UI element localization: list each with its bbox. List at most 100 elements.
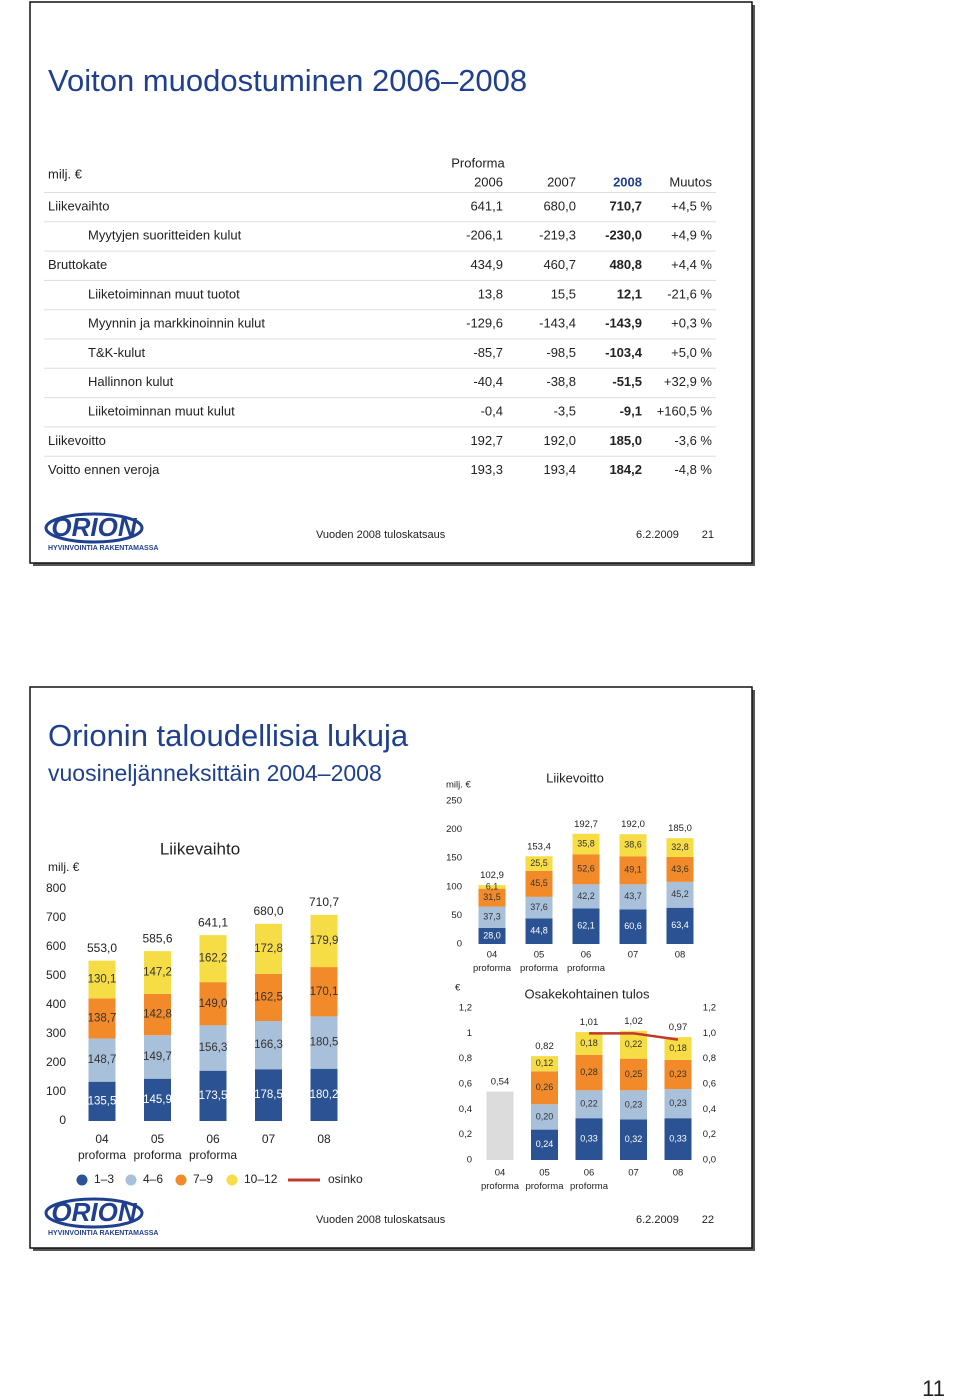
legend-label: osinko xyxy=(328,1172,363,1186)
cell: -129,6 xyxy=(466,316,503,331)
cell: 185,0 xyxy=(609,433,642,448)
value-label: 130,1 xyxy=(88,974,117,986)
bar-segment xyxy=(478,927,506,944)
row-label: Liiketoiminnan muut kulut xyxy=(88,404,235,419)
value-label: 6,1 xyxy=(486,881,499,891)
bar-segment xyxy=(88,998,116,1039)
bar-segment xyxy=(310,914,338,968)
x-tick-label: 08 xyxy=(675,950,686,961)
value-label: 0,20 xyxy=(536,1111,554,1121)
row-label: Liiketoiminnan muut tuotot xyxy=(88,286,240,301)
column-header: 2006 xyxy=(474,174,503,189)
slide-title: Orionin taloudellisia lukuja xyxy=(48,718,409,753)
value-label: 147,2 xyxy=(143,967,172,979)
value-label: 31,5 xyxy=(483,892,501,902)
y-tick-label: 0,6 xyxy=(459,1079,472,1090)
y-tick-label: 700 xyxy=(46,910,66,924)
bar-segment xyxy=(620,1090,647,1120)
total-label: 192,0 xyxy=(621,819,645,830)
value-label: 0,33 xyxy=(580,1133,598,1143)
page-number: 11 xyxy=(922,1376,945,1400)
column-header: 2008 xyxy=(613,174,642,189)
value-label: 62,1 xyxy=(577,921,595,931)
total-label: 0,82 xyxy=(535,1041,554,1052)
total-label: 641,1 xyxy=(198,915,228,929)
legend-swatch xyxy=(76,1174,88,1186)
cell: 192,7 xyxy=(470,433,503,448)
y-tick-label: 1,2 xyxy=(459,1003,472,1014)
axis-unit: milj. € xyxy=(446,780,472,791)
x-tick-label: 08 xyxy=(673,1168,684,1179)
bar-segment xyxy=(666,838,694,857)
y-tick-label: 0 xyxy=(59,1113,66,1127)
y-tick-label: 800 xyxy=(46,881,66,895)
x-tick-sublabel: proforma xyxy=(473,963,512,974)
cell: 680,0 xyxy=(543,198,576,213)
value-label: 42,2 xyxy=(577,891,595,901)
cell: 192,0 xyxy=(543,433,576,448)
bar-segment xyxy=(88,960,116,999)
x-tick-label: 04 xyxy=(487,950,498,961)
bar-segment xyxy=(88,1038,116,1082)
total-label: 1,01 xyxy=(580,1017,599,1028)
bar-segment xyxy=(572,854,600,885)
total-label: 710,7 xyxy=(309,895,339,909)
value-label: 49,1 xyxy=(624,865,642,875)
column-header: Muutos xyxy=(669,174,712,189)
x-tick-sublabel: proforma xyxy=(133,1148,181,1162)
bar-segment xyxy=(620,1058,647,1091)
total-label: 153,4 xyxy=(527,841,551,852)
x-tick-sublabel: proforma xyxy=(78,1148,126,1162)
value-label: 0,12 xyxy=(536,1058,554,1068)
row-label: Myytyjen suoritteiden kulut xyxy=(88,228,242,243)
x-tick-label: 04 xyxy=(95,1132,109,1146)
proforma-label: Proforma xyxy=(451,155,505,170)
bar xyxy=(486,1091,514,1160)
y-tick-label: 50 xyxy=(451,910,462,921)
cell: +4,4 % xyxy=(671,257,712,272)
bar-segment xyxy=(664,1037,692,1060)
total-label: 585,6 xyxy=(142,931,172,945)
value-label: 43,6 xyxy=(671,864,689,874)
logo-swoosh xyxy=(44,1197,144,1229)
cell: +5,0 % xyxy=(671,345,712,360)
value-label: 28,0 xyxy=(483,930,501,940)
column-header: 2007 xyxy=(547,174,576,189)
cell: 15,5 xyxy=(551,286,576,301)
value-label: 0,22 xyxy=(625,1039,643,1049)
logo-name: ORION xyxy=(51,1197,137,1227)
bar-segment xyxy=(255,923,282,974)
value-label: 44,8 xyxy=(530,926,548,936)
cell: 193,3 xyxy=(470,462,503,477)
cell: 12,1 xyxy=(617,286,642,301)
bar-segment xyxy=(575,1090,603,1119)
value-label: 148,7 xyxy=(88,1054,117,1066)
bar-segment xyxy=(572,884,600,909)
value-label: 173,5 xyxy=(199,1090,228,1102)
bar-segment xyxy=(144,1035,171,1079)
x-tick-label: 08 xyxy=(317,1132,331,1146)
x-tick-label: 05 xyxy=(151,1132,165,1146)
cell: 434,9 xyxy=(470,257,503,272)
cell: -85,7 xyxy=(473,345,503,360)
bar-segment xyxy=(666,881,694,908)
value-label: 145,9 xyxy=(143,1094,172,1106)
bar-segment xyxy=(478,906,506,928)
value-label: 149,7 xyxy=(143,1051,172,1063)
y-tick-label: 0,6 xyxy=(703,1079,716,1090)
x-tick-label: 06 xyxy=(206,1132,220,1146)
y-tick-label: 0,2 xyxy=(459,1129,472,1140)
y-tick-label: 250 xyxy=(446,796,462,807)
bar-segment xyxy=(144,1078,171,1121)
x-tick-label: 07 xyxy=(262,1132,276,1146)
value-label: 0,33 xyxy=(669,1133,687,1143)
y-tick-label: 1 xyxy=(467,1028,472,1039)
bar-segment xyxy=(572,908,600,944)
footer-text: Vuoden 2008 tuloskatsaus xyxy=(316,1214,446,1226)
y-tick-label: 100 xyxy=(446,881,462,892)
cell: -3,5 xyxy=(554,404,576,419)
x-tick-sublabel: proforma xyxy=(567,963,606,974)
bar-segment xyxy=(525,918,553,944)
value-label: 156,3 xyxy=(199,1042,228,1054)
bar-segment xyxy=(478,888,506,907)
